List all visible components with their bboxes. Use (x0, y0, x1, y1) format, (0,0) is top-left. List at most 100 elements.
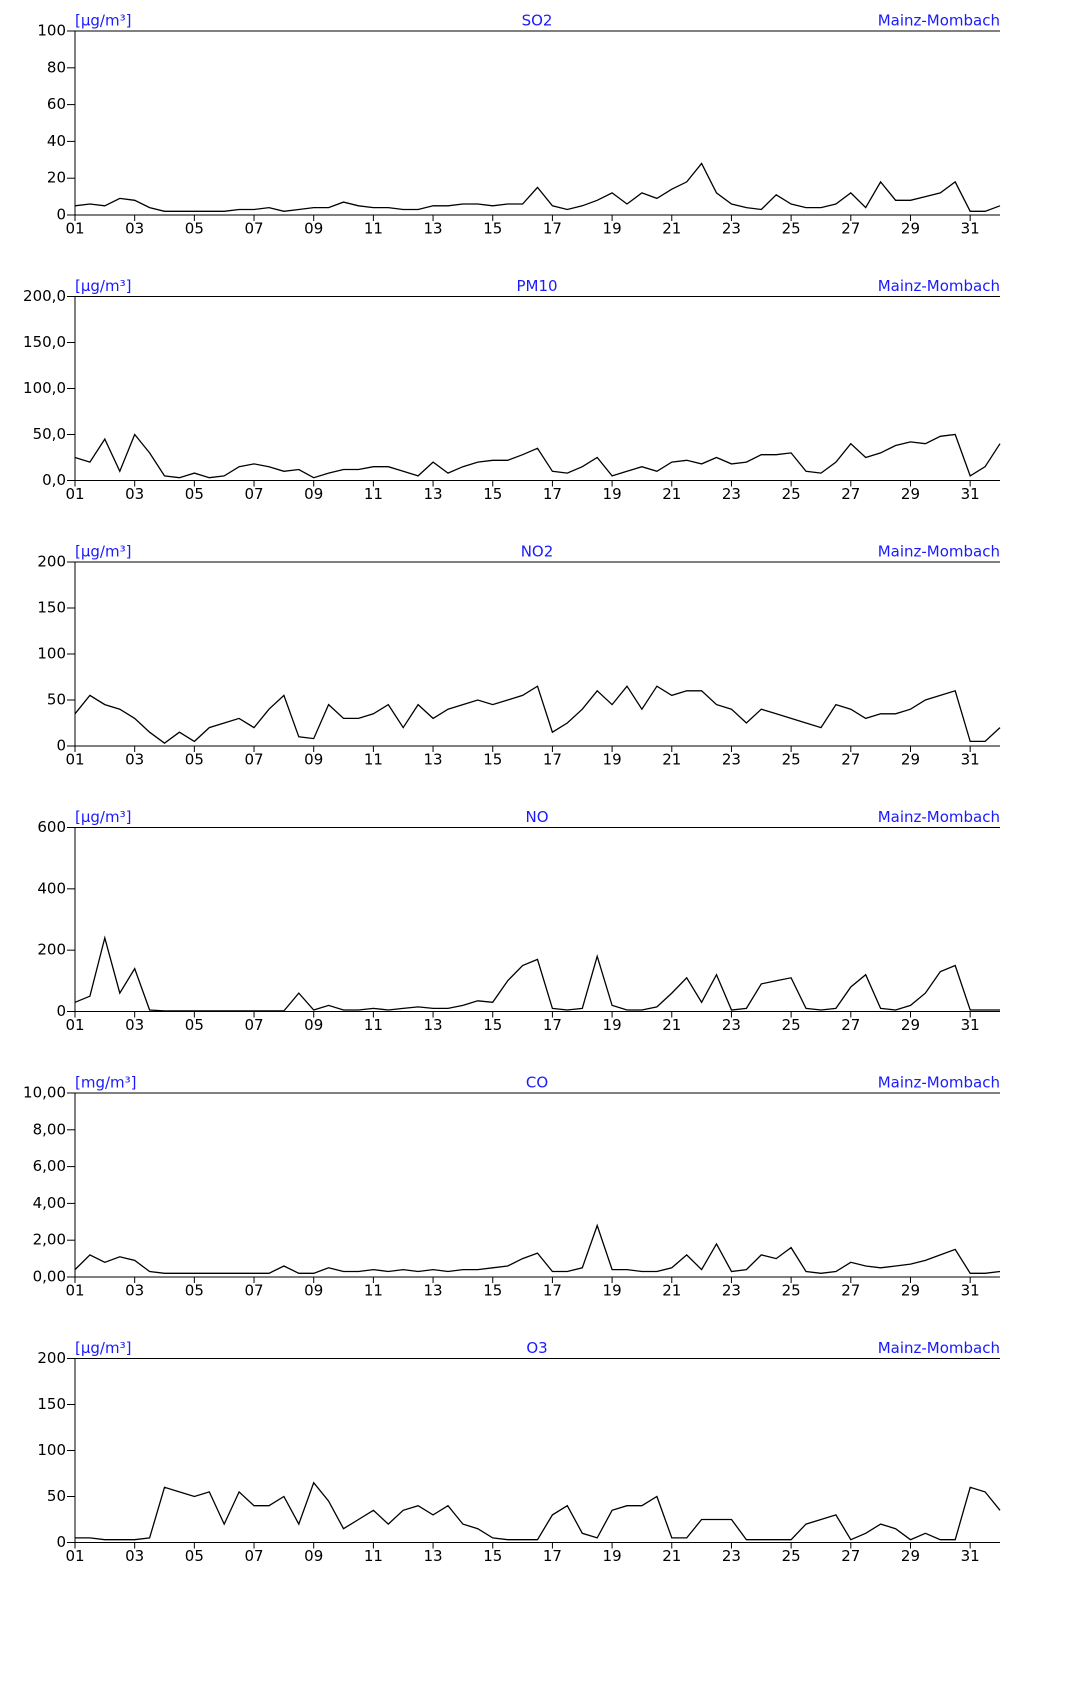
panel: [µg/m³] O3 Mainz-Mombach 0 50 100 150 200 01 03 05… (37, 1339, 1000, 1565)
x-tick-label: 07 (244, 1547, 263, 1565)
x-tick-label: 01 (65, 485, 84, 503)
y-tick-label: 0,00 (33, 1268, 66, 1286)
y-tick-label: 200 (37, 1349, 66, 1367)
y-tick-label: 50,0 (33, 425, 66, 443)
x-tick-label: 29 (901, 1547, 920, 1565)
x-tick-label: 27 (841, 485, 860, 503)
x-tick-label: 23 (722, 485, 741, 503)
x-tick-label: 29 (901, 751, 920, 769)
y-tick-label: 60 (47, 95, 66, 113)
x-tick-label: 17 (543, 1016, 562, 1034)
x-tick-label: 27 (841, 1547, 860, 1565)
panel: [µg/m³] NO Mainz-Mombach 0 200 400 600 01 03 05 07… (37, 808, 1000, 1034)
x-tick-label: 11 (364, 1016, 383, 1034)
x-tick-label: 13 (424, 1016, 443, 1034)
station-label: Mainz-Mombach (878, 12, 1000, 30)
unit-label: [µg/m³] (75, 1339, 131, 1357)
y-tick-label: 200 (37, 553, 66, 571)
x-tick-label: 03 (125, 1547, 144, 1565)
chart-title: NO (525, 808, 548, 826)
x-tick-label: 23 (722, 1016, 741, 1034)
y-tick-label: 20 (47, 169, 66, 187)
x-tick-label: 19 (603, 485, 622, 503)
x-tick-label: 17 (543, 751, 562, 769)
x-tick-label: 01 (65, 1547, 84, 1565)
panel: [mg/m³] CO Mainz-Mombach 0,00 2,00 4,00 6,00 8,… (23, 1074, 1000, 1300)
x-tick-label: 31 (961, 1282, 980, 1300)
x-tick-label: 03 (125, 220, 144, 238)
station-label: Mainz-Mombach (878, 1339, 1000, 1357)
x-tick-label: 29 (901, 485, 920, 503)
x-tick-label: 11 (364, 220, 383, 238)
data-line (75, 1481, 1001, 1541)
y-tick-label: 50 (47, 691, 66, 709)
x-tick-label: 31 (961, 751, 980, 769)
x-tick-label: 07 (244, 751, 263, 769)
x-tick-label: 13 (424, 1547, 443, 1565)
x-tick-label: 21 (662, 1547, 681, 1565)
x-tick-label: 29 (901, 1282, 920, 1300)
x-tick-label: 05 (185, 1016, 204, 1034)
y-tick-label: 100 (37, 1441, 66, 1459)
x-tick-label: 03 (125, 1016, 144, 1034)
y-tick-label: 150,0 (23, 333, 66, 351)
x-tick-label: 01 (65, 1282, 84, 1300)
y-tick-label: 400 (37, 879, 66, 897)
x-tick-label: 23 (722, 1547, 741, 1565)
x-tick-label: 25 (782, 1547, 801, 1565)
y-tick-label: 0,0 (42, 471, 66, 489)
y-tick-label: 200,0 (23, 287, 66, 305)
x-tick-label: 21 (662, 1282, 681, 1300)
x-tick-label: 17 (543, 485, 562, 503)
x-tick-label: 13 (424, 220, 443, 238)
x-tick-label: 21 (662, 1016, 681, 1034)
x-tick-label: 31 (961, 220, 980, 238)
y-tick-label: 50 (47, 1487, 66, 1505)
y-tick-label: 10,00 (23, 1084, 66, 1102)
x-tick-label: 11 (364, 485, 383, 503)
y-tick-label: 200 (37, 941, 66, 959)
station-label: Mainz-Mombach (878, 1074, 1000, 1092)
unit-label: [mg/m³] (75, 1074, 137, 1092)
x-tick-label: 03 (125, 1282, 144, 1300)
y-tick-label: 600 (37, 818, 66, 836)
x-tick-label: 25 (782, 1282, 801, 1300)
x-tick-label: 25 (782, 485, 801, 503)
y-tick-label: 6,00 (33, 1157, 66, 1175)
x-tick-label: 01 (65, 1016, 84, 1034)
x-tick-label: 27 (841, 1016, 860, 1034)
x-tick-label: 23 (722, 751, 741, 769)
y-tick-label: 8,00 (33, 1120, 66, 1138)
panel: [µg/m³] SO2 Mainz-Mombach 0 20 40 60 80 100 01 03 0… (37, 12, 1000, 238)
x-tick-label: 09 (304, 751, 323, 769)
x-tick-label: 15 (483, 751, 502, 769)
x-tick-label: 31 (961, 1547, 980, 1565)
x-tick-label: 27 (841, 751, 860, 769)
x-tick-label: 11 (364, 751, 383, 769)
x-tick-label: 07 (244, 1016, 263, 1034)
y-tick-label: 0 (56, 1533, 66, 1551)
unit-label: [µg/m³] (75, 543, 131, 561)
x-tick-label: 17 (543, 220, 562, 238)
unit-label: [µg/m³] (75, 12, 131, 30)
panel: [µg/m³] PM10 Mainz-Mombach 0,0 50,0 100,0 150,… (23, 277, 1000, 503)
x-tick-label: 15 (483, 485, 502, 503)
data-line (74, 433, 1001, 479)
x-tick-label: 19 (603, 1016, 622, 1034)
chart-title: O3 (526, 1339, 547, 1357)
x-tick-label: 07 (244, 485, 263, 503)
y-tick-label: 2,00 (33, 1231, 66, 1249)
x-tick-label: 01 (65, 751, 84, 769)
x-tick-label: 23 (722, 220, 741, 238)
unit-label: [µg/m³] (75, 808, 131, 826)
x-tick-label: 11 (364, 1547, 383, 1565)
x-tick-label: 19 (603, 220, 622, 238)
x-tick-label: 21 (662, 485, 681, 503)
x-tick-label: 27 (841, 220, 860, 238)
x-tick-label: 19 (603, 751, 622, 769)
chart-title: CO (526, 1074, 548, 1092)
x-tick-label: 15 (483, 1282, 502, 1300)
x-tick-label: 05 (185, 220, 204, 238)
y-tick-label: 100,0 (23, 379, 66, 397)
